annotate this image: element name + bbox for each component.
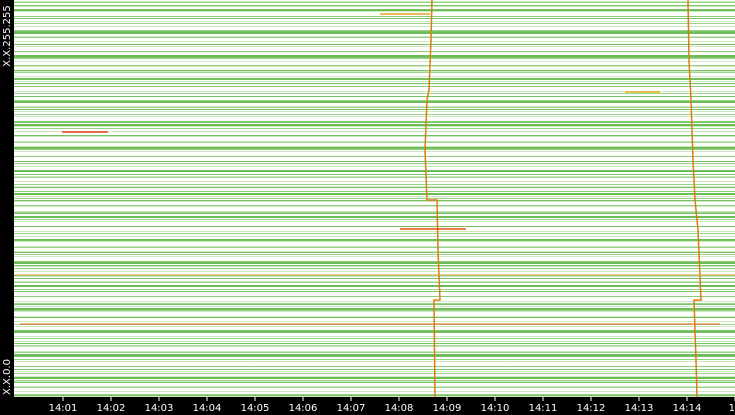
x-tick-label: 14:01 (49, 403, 78, 414)
x-tick-label: 14:07 (337, 403, 366, 414)
scan-plot (14, 0, 735, 397)
scan-trace (687, 0, 702, 398)
x-tick-label: 14:06 (289, 403, 318, 414)
x-tick-label: 14:10 (481, 403, 510, 414)
x-tick-label: 14:02 (97, 403, 126, 414)
y-label: X.X.0.0 (2, 359, 13, 395)
x-tick-label: 14:03 (145, 403, 174, 414)
x-tick-label: 14:12 (577, 403, 606, 414)
scan-traces (14, 0, 735, 398)
x-tick-label: 14:05 (241, 403, 270, 414)
y-label: X.X.255.255 (2, 5, 13, 66)
x-tick-label: 14 (729, 403, 735, 414)
x-tick-label: 14:09 (433, 403, 462, 414)
x-tick-label: 14:14 (673, 403, 702, 414)
x-tick-label: 14:11 (529, 403, 558, 414)
x-tick-label: 14:08 (385, 403, 414, 414)
x-tick-label: 14:13 (625, 403, 654, 414)
x-tick-label: 14:04 (193, 403, 222, 414)
scan-trace (424, 0, 441, 398)
